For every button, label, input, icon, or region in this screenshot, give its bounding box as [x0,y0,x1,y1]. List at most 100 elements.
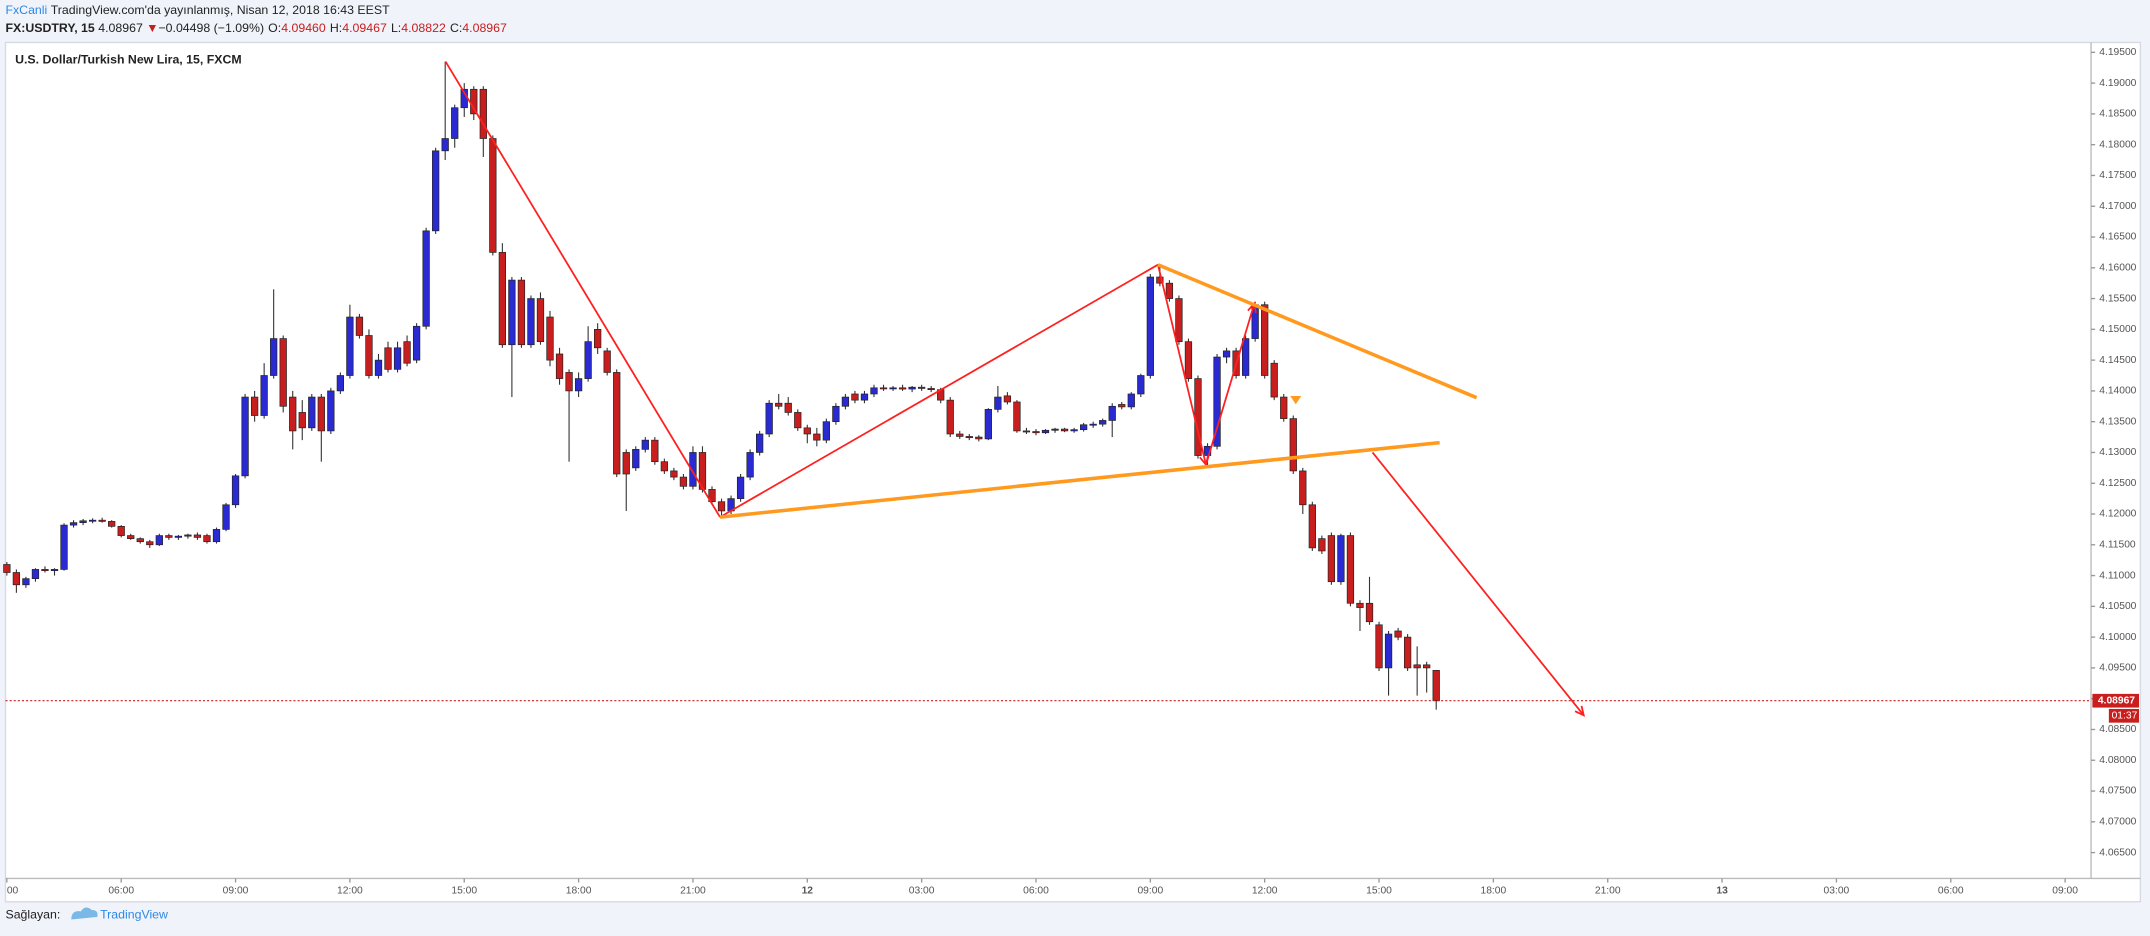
x-tick-label: 03:00 [1824,885,1850,896]
candle-body [355,316,364,336]
candle-body [1060,428,1069,432]
marker [1290,396,1302,405]
candle-body [1413,664,1421,669]
candle-body [613,372,621,475]
candle-body [527,298,535,346]
candle-body [908,386,916,390]
y-tick-label: 4.13500 [2099,416,2136,427]
x-tick-label: 00 [7,885,19,896]
published: TradingView.com'da yayınlanmış, Nisan 12… [51,3,390,17]
y-tick-label: 4.15500 [2099,293,2136,304]
candle-body [336,375,345,392]
candle-body [822,421,830,441]
trend-line [1371,451,1585,716]
arrow-head [1574,705,1585,717]
publisher[interactable]: FxCanli [5,3,47,17]
candle-body [22,578,30,586]
candle-body [555,353,564,379]
x-tick-label: 13 [1716,885,1728,896]
candle-body [1375,624,1383,669]
candle-body [1337,535,1345,583]
candle-body [441,138,449,152]
ohlc-label: H: [330,21,342,35]
candle-body [775,402,783,407]
candle-body [393,347,402,370]
y-tick-label: 4.08000 [2099,755,2136,766]
y-tick-label: 4.16000 [2099,263,2136,274]
candle-body [231,475,240,506]
y-tick-label: 4.12500 [2099,478,2136,489]
x-tick-label: 21:00 [1595,885,1621,896]
candle-body [1241,338,1250,376]
candle-body [88,519,97,522]
candle-body [1318,538,1326,552]
ohlc-value: 4.08822 [401,21,446,35]
candle-body [946,399,954,435]
candle-body [1356,602,1364,608]
logo [71,907,98,920]
candle-body [127,535,135,539]
candle-body [870,387,878,395]
candle-body [1175,298,1183,342]
candle-body [632,449,640,469]
candle-body [956,433,964,437]
x-tick-label: 09:00 [2052,885,2078,896]
candle-body [1118,404,1126,408]
trend-line [719,263,1159,518]
last-price-label: 4.08967 [2098,695,2135,706]
candle-body [1346,535,1355,604]
candle-body [508,279,516,346]
candle-body [479,88,487,139]
candle-body [317,396,325,432]
last-price-box [2092,693,2140,708]
candle-body [756,433,764,453]
candle-body [108,521,116,527]
x-tick-label: 12:00 [1252,885,1278,896]
candle-body [184,534,192,537]
ohlc-value: 4.09467 [342,21,387,35]
y-tick-label: 4.18000 [2099,139,2136,150]
candle-body [1308,504,1316,549]
candle-body [1432,670,1440,702]
candle-body [1108,405,1116,421]
candle-body [298,412,306,429]
candle-body [1184,341,1193,379]
candle-body [1080,424,1088,431]
y-tick-label: 4.19000 [2099,78,2136,89]
candle-body [851,393,859,401]
candle-body [1280,396,1288,419]
candle-body [670,470,678,478]
header-line-1: FxCanli TradingView.com'da yayınlanmış, … [5,3,390,17]
ohlc-label: O: [268,21,281,35]
candle-body [918,386,926,389]
y-tick-label: 4.14000 [2099,386,2136,397]
candle-body [717,501,726,512]
header-line-2: FX:USDTRY, 15 4.08967 ▼−0.04498 (−1.09%)… [5,21,507,35]
symbol: FX:USDTRY, 15 [5,21,94,35]
y-tick-label: 4.10500 [2099,601,2136,612]
candle-body [1032,431,1040,434]
candle-body [1394,630,1402,638]
candle-body [422,230,430,327]
candle-body [155,535,163,546]
candle-body [346,316,354,376]
candle-body [1146,276,1154,376]
y-tick-label: 4.08500 [2099,724,2136,735]
candle-body [879,387,888,390]
y-tick-label: 4.17000 [2099,201,2136,212]
candle-body [212,529,221,543]
footer-brand[interactable]: TradingView [100,908,168,922]
x-tick-label: 15:00 [451,885,477,896]
x-tick-label: 06:00 [108,885,134,896]
candle-body [374,359,383,376]
candle-body [994,396,1002,410]
countdown-box [2108,708,2140,723]
candle-body [1165,282,1174,299]
y-tick-label: 4.14500 [2099,355,2136,366]
x-tick-label: 12 [802,885,814,896]
candle-body [12,572,21,586]
candle-body [1423,664,1431,669]
candle-body [136,538,144,543]
chart-frame [4,41,2142,903]
candle-body [765,402,773,435]
